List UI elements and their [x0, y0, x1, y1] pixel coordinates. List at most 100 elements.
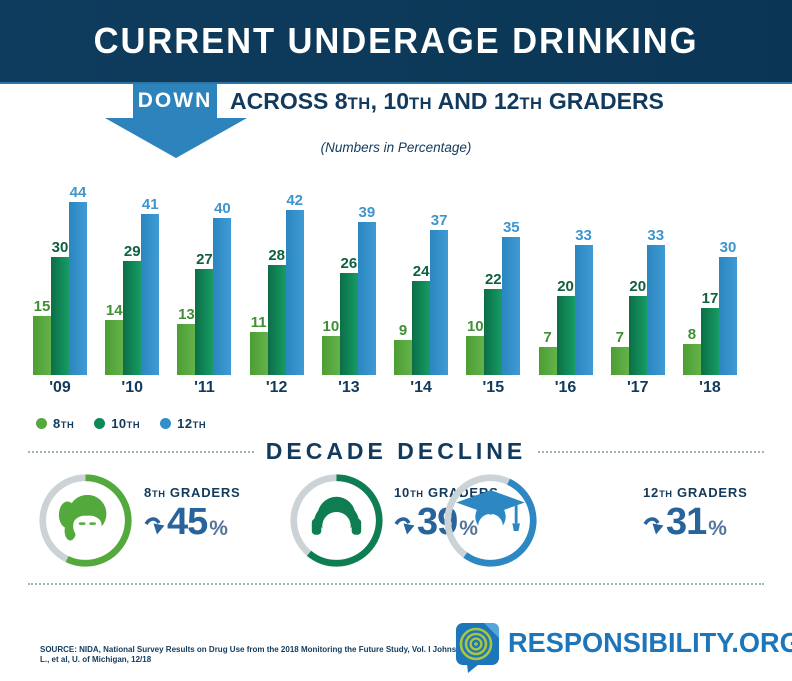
down-arrow-icon [105, 118, 247, 158]
bar-value-label: 14 [105, 301, 123, 319]
chart-area: 15 30 44 '09 14 29 41 '10 13 27 40 '11 11 28 42 '12 10 26… [0, 180, 792, 396]
year-label: '11 [194, 379, 215, 396]
legend-item-10th: 10TH [94, 416, 140, 431]
bar-value-label: 11 [250, 313, 267, 331]
bar-12th-10 [141, 213, 160, 375]
bar-value-label: 24 [412, 262, 430, 280]
bar-8th-18 [682, 343, 701, 375]
dotted-divider [28, 450, 254, 453]
year-label: '17 [626, 379, 649, 396]
bar-10th-14 [412, 280, 431, 375]
bar-value-label: 29 [123, 242, 141, 260]
bar-8th-13 [321, 335, 340, 375]
year-label: '10 [121, 379, 144, 396]
legend-item-8th: 8TH [36, 416, 74, 431]
year-label: '12 [265, 379, 288, 396]
bar-12th-14 [430, 229, 449, 375]
percent-sign: % [708, 517, 727, 540]
legend-dot-icon [94, 418, 106, 429]
bar-10th-18 [700, 308, 719, 375]
headphones-icon-glyph [311, 496, 362, 541]
bar-value-label: 44 [69, 184, 87, 201]
bar-value-label: 20 [557, 278, 574, 296]
bar-value-label: 10 [466, 317, 484, 335]
legend-dot-icon [36, 418, 47, 429]
decline-arrow-icon [643, 517, 664, 535]
legend-label: 10TH [111, 416, 141, 431]
decline-percent: 45 [167, 501, 208, 543]
girl-icon-glyph [58, 494, 107, 541]
bar-value-label: 15 [33, 298, 51, 316]
bar-value-label: 41 [141, 195, 159, 213]
card-8th-graders: 8TH GRADERS 45 % [144, 485, 241, 541]
bar-value-label: 27 [196, 250, 213, 268]
bar-value-label: 26 [340, 254, 358, 272]
subtitle: ACROSS 8TH, 10TH AND 12TH GRADERS [230, 88, 664, 114]
bar-value-label: 30 [51, 239, 69, 257]
bar-group-14: 9 24 37 '14 [394, 180, 449, 396]
bar-value-label: 20 [629, 278, 647, 296]
bar-12th-13 [357, 221, 376, 375]
graduate-icon [444, 474, 537, 567]
bar-value-label: 13 [178, 305, 195, 323]
bar-10th-15 [484, 288, 503, 375]
dotted-divider [28, 583, 764, 585]
decline-percent: 31 [666, 501, 707, 543]
bar-value-label: 9 [398, 321, 408, 339]
bar-group-15: 10 22 35 '15 [466, 180, 521, 396]
bar-10th-12 [267, 264, 286, 375]
bar-8th-16 [538, 347, 557, 375]
down-label: DOWN [137, 89, 213, 112]
year-label: '18 [699, 379, 721, 396]
bar-value-label: 10 [322, 317, 340, 335]
bar-value-label: 22 [484, 270, 502, 288]
bar-value-label: 42 [286, 191, 303, 209]
bar-group-13: 10 26 39 '13 [321, 180, 376, 396]
decade-decline-header: DECADE DECLINE [0, 438, 792, 465]
bar-8th-14 [394, 339, 413, 375]
bar-group-16: 7 20 33 '16 [538, 180, 593, 396]
legend-dot-icon [160, 418, 172, 429]
bar-12th-15 [502, 237, 521, 375]
bar-group-18: 8 17 30 '18 [682, 180, 737, 396]
decade-decline-title: DECADE DECLINE [265, 438, 527, 464]
bar-8th-10 [105, 319, 124, 375]
legend-item-12th: 12TH [160, 416, 206, 431]
ring-10th-graders [289, 473, 384, 568]
brand-name: RESPONSIBILITY.ORG [508, 627, 792, 658]
bar-value-label: 39 [358, 203, 376, 221]
bar-value-label: 17 [701, 290, 719, 308]
dotted-divider [538, 450, 764, 453]
year-label: '16 [554, 379, 577, 396]
page-title: CURRENT UNDERAGE DRINKING [93, 20, 699, 61]
responsibility-logo-icon [455, 622, 501, 679]
bar-10th-17 [628, 296, 647, 375]
bar-value-label: 37 [430, 211, 448, 229]
bar-group-12: 11 28 42 '12 [249, 180, 304, 396]
bar-10th-11 [195, 268, 214, 375]
bar-value-label: 30 [719, 239, 737, 257]
chart-legend: 8TH 10TH 12TH [36, 416, 206, 431]
percent-sign: % [209, 517, 228, 540]
bar-8th-17 [610, 347, 629, 375]
bar-10th-16 [556, 296, 575, 375]
bar-group-11: 13 27 40 '11 [177, 180, 232, 396]
bar-value-label: 7 [543, 329, 552, 347]
bar-10th-09 [51, 257, 69, 375]
bar-value-label: 7 [615, 329, 624, 347]
card-12th-graders: 12TH GRADERS 31 % [643, 485, 748, 541]
bar-8th-15 [466, 335, 485, 375]
bar-group-17: 7 20 33 '17 [610, 180, 665, 396]
bar-12th-09 [69, 202, 87, 375]
bar-8th-11 [177, 323, 196, 375]
bar-12th-16 [574, 245, 593, 375]
source-citation: SOURCE: NIDA, National Survey Results on… [40, 645, 469, 665]
header-divider [0, 82, 792, 84]
bar-12th-12 [285, 209, 304, 375]
year-label: '14 [410, 379, 432, 396]
bar-8th-12 [249, 331, 268, 375]
year-label: '13 [338, 379, 360, 396]
units-note: (Numbers in Percentage) [320, 140, 472, 155]
legend-label: 12TH [177, 416, 207, 431]
year-label: '09 [49, 379, 71, 396]
